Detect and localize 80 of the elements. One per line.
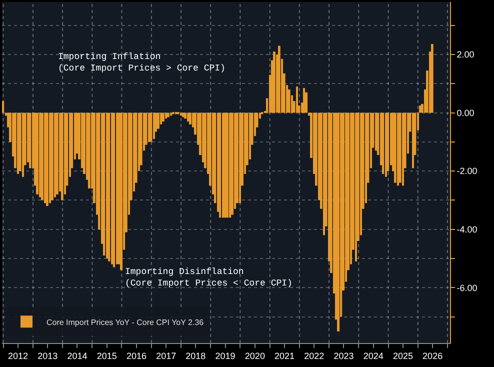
bar [49, 112, 51, 204]
bar [399, 112, 402, 183]
x-tick-label: 2014 [67, 350, 88, 361]
bar [231, 112, 234, 215]
x-tick-label: 2016 [126, 350, 147, 361]
bar [189, 112, 192, 124]
legend-label: Core Import Prices YoY - Core CPI YoY 2.36 [46, 318, 204, 327]
x-tick-label: 2023 [334, 350, 354, 361]
bar [106, 112, 108, 258]
bar [41, 112, 44, 200]
bar [184, 112, 187, 119]
bar [375, 112, 377, 151]
bar [36, 112, 39, 194]
bar [229, 112, 232, 218]
bar [167, 112, 170, 118]
bar [337, 112, 340, 332]
bar [29, 112, 32, 168]
bar [39, 112, 42, 198]
bar [111, 112, 113, 264]
bar [288, 89, 290, 113]
bar [412, 112, 414, 168]
annotation: Importing Disinflation (Core Import Prices < Core CPI) [125, 267, 292, 289]
bar [219, 112, 222, 218]
bar [397, 112, 399, 186]
bar [355, 112, 357, 262]
bar [103, 112, 106, 256]
bar [162, 112, 164, 122]
bar [56, 112, 58, 194]
bar [385, 112, 387, 177]
x-tick-label: 2021 [274, 350, 295, 361]
bar [239, 112, 241, 204]
bar [278, 46, 280, 113]
bar [394, 112, 396, 183]
y-tick-label: -6.00 [456, 282, 478, 293]
bar [402, 112, 404, 186]
x-tick-label: 2013 [38, 350, 58, 361]
x-tick-label: 2012 [8, 350, 28, 361]
bar [108, 112, 110, 262]
bar [419, 105, 422, 113]
x-tick-label: 2025 [392, 350, 413, 361]
x-tick-label: 2017 [156, 350, 176, 361]
x-tick-label: 2018 [186, 350, 206, 361]
bar [113, 112, 116, 268]
y-tick-label: 0.00 [456, 108, 474, 118]
bar [323, 112, 325, 236]
bar [44, 112, 46, 204]
y-tick-label: -4.00 [456, 224, 478, 234]
y-tick-label: 2.00 [456, 50, 474, 60]
bar [157, 112, 160, 129]
x-tick-label: 2026 [422, 350, 443, 361]
bar [382, 112, 384, 174]
bar [153, 112, 155, 139]
bar [116, 112, 118, 264]
x-tick-label: 2019 [215, 350, 236, 361]
x-tick-label: 2015 [96, 350, 117, 361]
bar [51, 112, 54, 200]
bar [273, 52, 276, 113]
bar [2, 101, 4, 113]
bar [120, 112, 123, 270]
bar [88, 112, 90, 189]
bar [61, 112, 64, 200]
x-tick-label: 2022 [304, 350, 324, 361]
bar [150, 112, 152, 142]
bar [226, 112, 229, 218]
bar [165, 112, 167, 119]
x-tick-label: 2020 [244, 350, 265, 361]
bar [54, 112, 56, 198]
bar [431, 44, 434, 113]
bar [22, 112, 24, 177]
bar [303, 88, 306, 113]
bar [296, 86, 298, 113]
x-tick-label: 2024 [363, 350, 384, 361]
y-tick-label: -2.00 [456, 166, 478, 176]
bar [46, 112, 48, 206]
annotation: Importing Inflation (Core Import Prices > Core CPI) [58, 52, 226, 74]
bar [305, 92, 308, 113]
bar [187, 112, 190, 122]
bar [222, 112, 224, 218]
bar [17, 112, 19, 174]
bar [148, 112, 150, 142]
